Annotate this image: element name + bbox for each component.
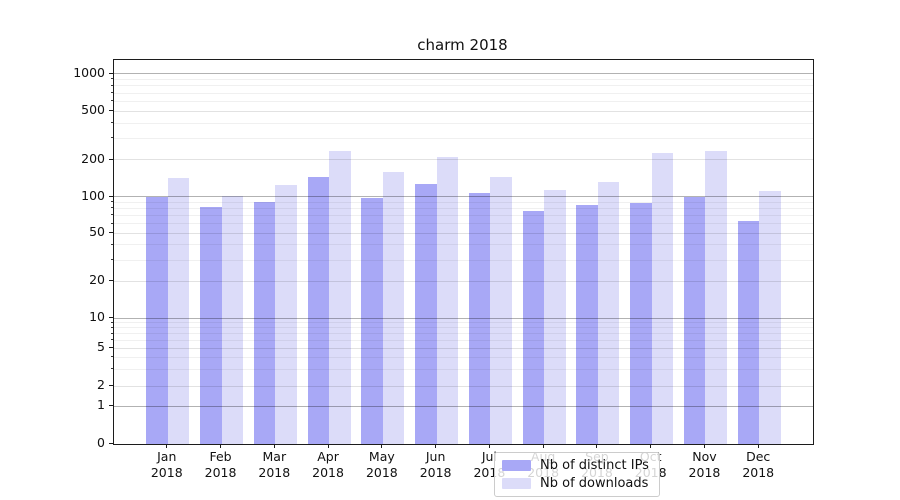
y-minor-tick-mark (111, 243, 113, 245)
y-tick-mark (109, 385, 113, 387)
bar-mar-distinct-ips (253, 201, 276, 444)
bar-nov-distinct-ips (683, 196, 706, 444)
y-minor-tick-mark (111, 259, 113, 261)
plot-area: Nb of distinct IPs Nb of downloads (113, 59, 814, 497)
x-tick-label: May 2018 (365, 449, 398, 480)
y-tick-label: 5 (97, 339, 105, 355)
x-tick-label: Apr 2018 (312, 449, 344, 480)
bar-jul-downloads (490, 177, 512, 444)
x-tick-mark (273, 444, 275, 448)
x-tick-label: Nov 2018 (688, 449, 721, 480)
x-tick-label: Jun 2018 (419, 449, 452, 480)
y-tick-label: 10 (89, 309, 105, 325)
bar-jul-distinct-ips (468, 192, 491, 444)
x-tick-mark (488, 444, 490, 448)
y-minor-tick-mark (111, 339, 113, 341)
y-tick-mark (109, 158, 113, 160)
x-tick-mark (327, 444, 329, 448)
y-tick-label: 200 (81, 150, 105, 166)
legend-swatch-downloads (502, 478, 531, 489)
bar-nov-downloads (705, 150, 727, 444)
y-minor-tick-mark (111, 332, 113, 334)
y-tick-label: 500 (81, 102, 105, 118)
x-tick-label: Jan 2018 (150, 449, 183, 480)
bar-may-distinct-ips (361, 197, 383, 444)
x-tick-label: Mar 2018 (258, 449, 291, 480)
bar-may-downloads (382, 171, 405, 444)
y-minor-tick-mark (111, 201, 113, 203)
x-tick-mark (650, 444, 652, 448)
x-tick-mark (596, 444, 598, 448)
y-tick-mark (109, 195, 113, 197)
bar-mar-downloads (275, 184, 297, 444)
y-tick-label: 50 (89, 224, 105, 240)
bar-sep-downloads (597, 182, 620, 444)
y-tick-mark (109, 232, 113, 234)
legend-label-distinct-ips: Nb of distinct IPs (540, 458, 649, 473)
y-minor-tick-mark (111, 122, 113, 124)
bar-jan-distinct-ips (146, 196, 168, 444)
bar-apr-distinct-ips (307, 176, 330, 444)
bar-feb-distinct-ips (200, 207, 222, 444)
y-minor-tick-mark (111, 368, 113, 370)
y-minor-tick-mark (111, 84, 113, 86)
bar-aug-downloads (544, 189, 566, 444)
y-tick-mark (109, 72, 113, 74)
bar-aug-distinct-ips (522, 211, 545, 444)
y-minor-tick-mark (111, 321, 113, 323)
bar-jan-downloads (167, 177, 190, 444)
y-tick-label: 1 (97, 397, 105, 413)
y-tick-mark (109, 317, 113, 319)
y-minor-tick-mark (111, 214, 113, 216)
y-minor-tick-mark (111, 326, 113, 328)
bar-jun-downloads (436, 156, 459, 444)
y-minor-tick-mark (111, 222, 113, 224)
legend: Nb of distinct IPs Nb of downloads (494, 452, 660, 497)
y-minor-tick-mark (111, 356, 113, 358)
bar-dec-distinct-ips (737, 220, 760, 444)
x-tick-mark (703, 444, 705, 448)
y-tick-mark (109, 443, 113, 444)
y-tick-mark (109, 347, 113, 349)
legend-label-downloads: Nb of downloads (540, 476, 649, 491)
y-minor-tick-mark (111, 137, 113, 139)
bar-oct-downloads (651, 153, 674, 444)
bar-apr-downloads (329, 151, 351, 444)
legend-row-downloads: Nb of downloads (502, 476, 649, 491)
y-minor-tick-mark (111, 78, 113, 80)
bar-sep-distinct-ips (576, 205, 598, 444)
x-tick-mark (381, 444, 383, 448)
bar-dec-downloads (759, 191, 781, 444)
y-tick-label: 0 (97, 435, 105, 450)
y-tick-label: 1000 (73, 64, 105, 80)
legend-row-distinct-ips: Nb of distinct IPs (502, 458, 649, 473)
x-tick-mark (757, 444, 759, 448)
y-tick-mark (109, 280, 113, 282)
bars-layer (114, 60, 813, 444)
legend-swatch-distinct-ips (502, 460, 531, 471)
x-tick-mark (220, 444, 222, 448)
x-tick-label: Dec 2018 (742, 449, 775, 480)
x-tick-mark (166, 444, 168, 448)
y-tick-label: 100 (81, 187, 105, 203)
x-tick-mark (435, 444, 437, 448)
bar-feb-downloads (221, 196, 244, 444)
y-tick-mark (109, 405, 113, 407)
bar-oct-distinct-ips (630, 203, 652, 444)
chart-title: charm 2018 (417, 36, 508, 54)
x-tick-mark (542, 444, 544, 448)
x-tick-label: Feb 2018 (204, 449, 237, 480)
y-tick-label: 20 (89, 272, 105, 288)
y-tick-mark (109, 110, 113, 112)
y-minor-tick-mark (111, 207, 113, 209)
y-tick-label: 2 (97, 377, 105, 393)
y-minor-tick-mark (111, 100, 113, 102)
bar-jun-distinct-ips (415, 183, 437, 444)
y-minor-tick-mark (111, 92, 113, 94)
